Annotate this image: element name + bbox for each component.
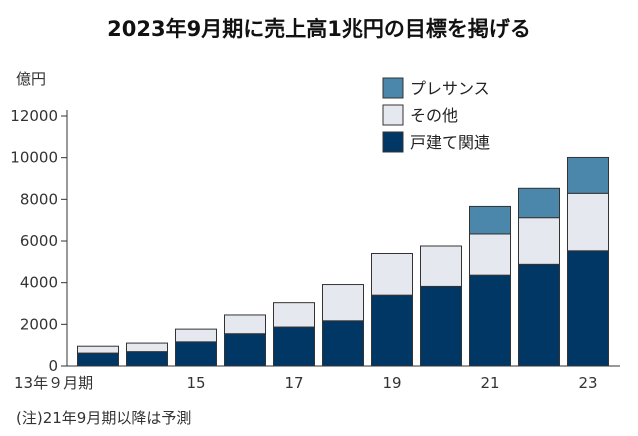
- x-tick-label: 13年９月期: [14, 374, 93, 392]
- bar-segment-housing: [469, 274, 511, 367]
- y-tick-label: 2000: [20, 315, 58, 333]
- bar-segment-other: [420, 245, 462, 287]
- bar-segment-pressance: [518, 187, 560, 219]
- y-tick-label: 10000: [10, 149, 58, 167]
- y-tick-label: 8000: [20, 190, 58, 208]
- bar-segment-housing: [273, 326, 315, 367]
- y-tick-label: 4000: [20, 274, 58, 292]
- bar-segment-housing: [322, 320, 364, 367]
- y-tick-label: 12000: [10, 107, 58, 125]
- bar-segment-other: [77, 345, 119, 354]
- x-tick-label: 17: [284, 374, 303, 392]
- bar-segment-housing: [77, 352, 119, 367]
- bar-segment-other: [126, 342, 168, 353]
- x-tick-label: 23: [578, 374, 597, 392]
- x-tick-label: 15: [186, 374, 205, 392]
- bar-segment-other: [322, 284, 364, 322]
- y-axis-unit-label: 億円: [16, 70, 46, 88]
- bar-segment-other: [518, 217, 560, 265]
- bar-segment-other: [567, 192, 609, 252]
- bar-segment-housing: [224, 333, 266, 367]
- bars: [77, 156, 609, 367]
- bar-segment-housing: [126, 351, 168, 367]
- legend-label: プレサンス: [410, 79, 490, 98]
- bar-segment-other: [175, 328, 217, 343]
- bar-segment-housing: [420, 285, 462, 367]
- bar-segment-other: [273, 302, 315, 328]
- legend-swatch: [382, 131, 404, 153]
- legend-swatch: [382, 104, 404, 126]
- y-tick-label: 6000: [20, 232, 58, 250]
- x-tick-label: 21: [480, 374, 499, 392]
- bar-segment-housing: [371, 294, 413, 367]
- bar-segment-pressance: [469, 205, 511, 235]
- bar-segment-other: [371, 253, 413, 296]
- bar-segment-other: [469, 233, 511, 276]
- x-axis: 13年９月期 15 17 19 21 23: [14, 365, 620, 392]
- legend-label: その他: [410, 106, 458, 125]
- legend-label: 戸建て関連: [410, 133, 490, 152]
- y-tick-label: 0: [48, 357, 58, 375]
- y-axis: 0 2000 4000 6000 8000 10000 12000: [10, 107, 68, 375]
- bar-segment-housing: [567, 250, 609, 367]
- x-tick-label: 19: [382, 374, 401, 392]
- bar-segment-pressance: [567, 156, 609, 194]
- chart-note: (注)21年9月期以降は予測: [16, 409, 191, 427]
- bar-segment-other: [224, 314, 266, 335]
- legend-swatch: [382, 77, 404, 99]
- chart-title: 2023年9月期に売上高1兆円の目標を掲げる: [107, 17, 531, 41]
- bar-segment-housing: [175, 341, 217, 367]
- bar-segment-housing: [518, 263, 560, 367]
